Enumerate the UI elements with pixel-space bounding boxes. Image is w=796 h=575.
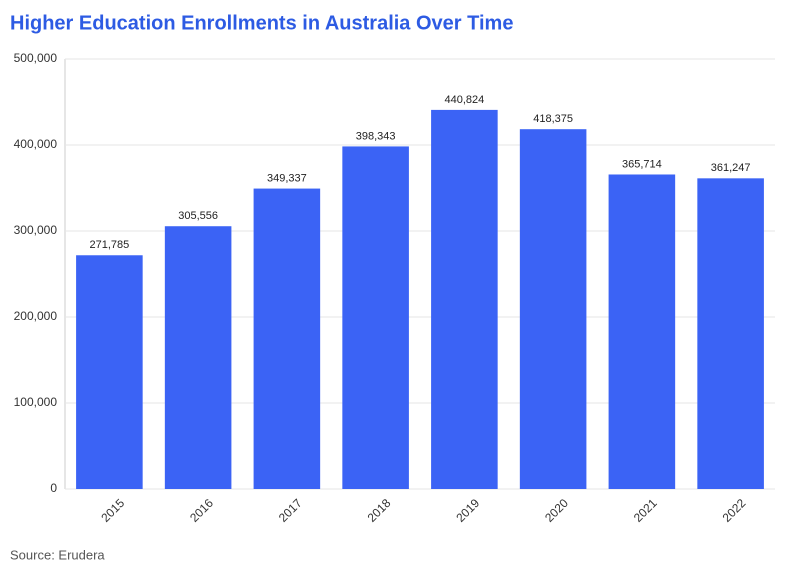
value-label: 361,247 <box>711 162 751 174</box>
x-tick-label: 2022 <box>720 496 749 525</box>
x-tick-label: 2016 <box>187 496 216 525</box>
value-label: 271,785 <box>89 239 129 251</box>
value-label: 398,343 <box>356 130 396 142</box>
x-tick-label: 2017 <box>276 496 305 525</box>
x-tick-label: 2020 <box>542 496 571 525</box>
value-label: 349,337 <box>267 172 307 184</box>
bar <box>431 109 498 489</box>
y-tick-label: 100,000 <box>14 395 58 409</box>
value-label: 440,824 <box>444 94 484 106</box>
value-label: 418,375 <box>533 113 573 125</box>
chart-title: Higher Education Enrollments in Australi… <box>10 12 513 34</box>
y-tick-label: 300,000 <box>14 223 58 237</box>
value-label: 305,556 <box>178 210 218 222</box>
x-tick-label: 2021 <box>631 496 660 525</box>
bar <box>342 146 409 489</box>
y-tick-label: 0 <box>50 481 57 495</box>
bar <box>164 226 232 489</box>
bar <box>253 188 321 489</box>
x-tick-label: 2019 <box>453 496 482 525</box>
bar <box>519 129 587 489</box>
x-tick-label: 2018 <box>365 496 394 525</box>
y-tick-label: 400,000 <box>14 137 58 151</box>
bar <box>608 174 676 489</box>
source: Source: Erudera <box>10 547 105 562</box>
value-label: 365,714 <box>622 158 662 170</box>
bar <box>697 178 764 489</box>
y-tick-label: 200,000 <box>14 309 58 323</box>
y-tick-label: 500,000 <box>14 51 58 65</box>
x-tick-label: 2015 <box>98 496 127 525</box>
bar <box>76 255 143 489</box>
